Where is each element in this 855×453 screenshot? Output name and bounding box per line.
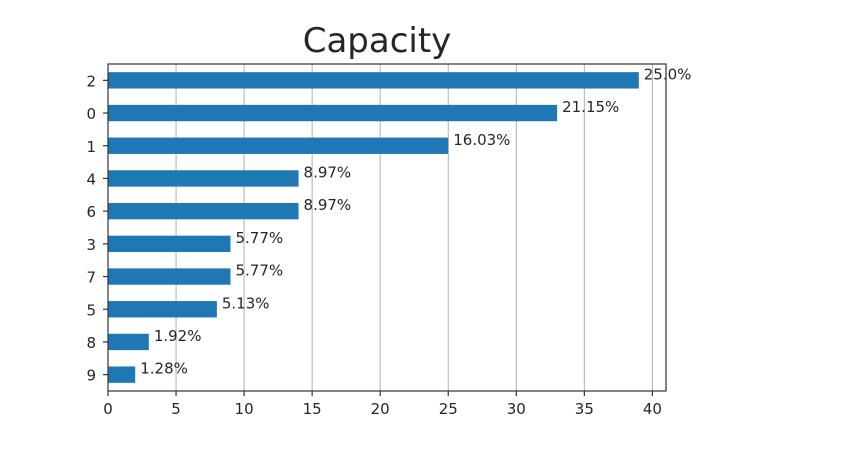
bar-7 <box>108 268 230 284</box>
data-label: 1.92% <box>154 327 202 345</box>
bar-4 <box>108 170 299 186</box>
y-tick-label: 2 <box>86 72 96 90</box>
x-tick-label: 25 <box>439 400 458 418</box>
bar-5 <box>108 301 217 317</box>
bar-8 <box>108 334 149 350</box>
data-label: 8.97% <box>304 196 352 214</box>
y-tick-label: 7 <box>86 269 96 287</box>
bar-9 <box>108 366 135 382</box>
bar-1 <box>108 138 448 154</box>
data-label: 25.0% <box>644 65 692 83</box>
y-tick-label: 0 <box>86 105 96 123</box>
x-tick-label: 40 <box>643 400 662 418</box>
data-label: 5.13% <box>222 294 270 312</box>
y-tick-label: 6 <box>86 203 96 221</box>
y-tick-label: 3 <box>86 236 96 254</box>
bar-0 <box>108 105 557 121</box>
y-tick-label: 1 <box>86 138 96 156</box>
data-label: 21.15% <box>562 98 619 116</box>
data-label: 16.03% <box>453 131 510 149</box>
chart-title: Capacity <box>303 21 452 61</box>
bar-3 <box>108 236 230 252</box>
x-tick-label: 30 <box>507 400 526 418</box>
x-tick-label: 20 <box>371 400 390 418</box>
data-label: 5.77% <box>235 229 283 247</box>
y-tick-label: 5 <box>86 301 96 319</box>
x-axis-ticks: 0 5 10 15 20 25 30 35 40 <box>103 391 662 418</box>
data-label: 8.97% <box>304 163 352 181</box>
x-tick-label: 10 <box>235 400 254 418</box>
bar-6 <box>108 203 299 219</box>
data-label: 1.28% <box>140 360 188 378</box>
y-tick-label: 4 <box>86 170 96 188</box>
x-tick-label: 15 <box>303 400 322 418</box>
x-tick-label: 5 <box>171 400 181 418</box>
x-tick-label: 0 <box>103 400 113 418</box>
y-axis-ticks: 2 0 1 4 6 3 7 5 8 9 <box>86 72 108 384</box>
data-label: 5.77% <box>235 262 283 280</box>
y-tick-label: 9 <box>86 367 96 385</box>
bar-2 <box>108 72 639 88</box>
x-tick-label: 35 <box>575 400 594 418</box>
y-tick-label: 8 <box>86 334 96 352</box>
